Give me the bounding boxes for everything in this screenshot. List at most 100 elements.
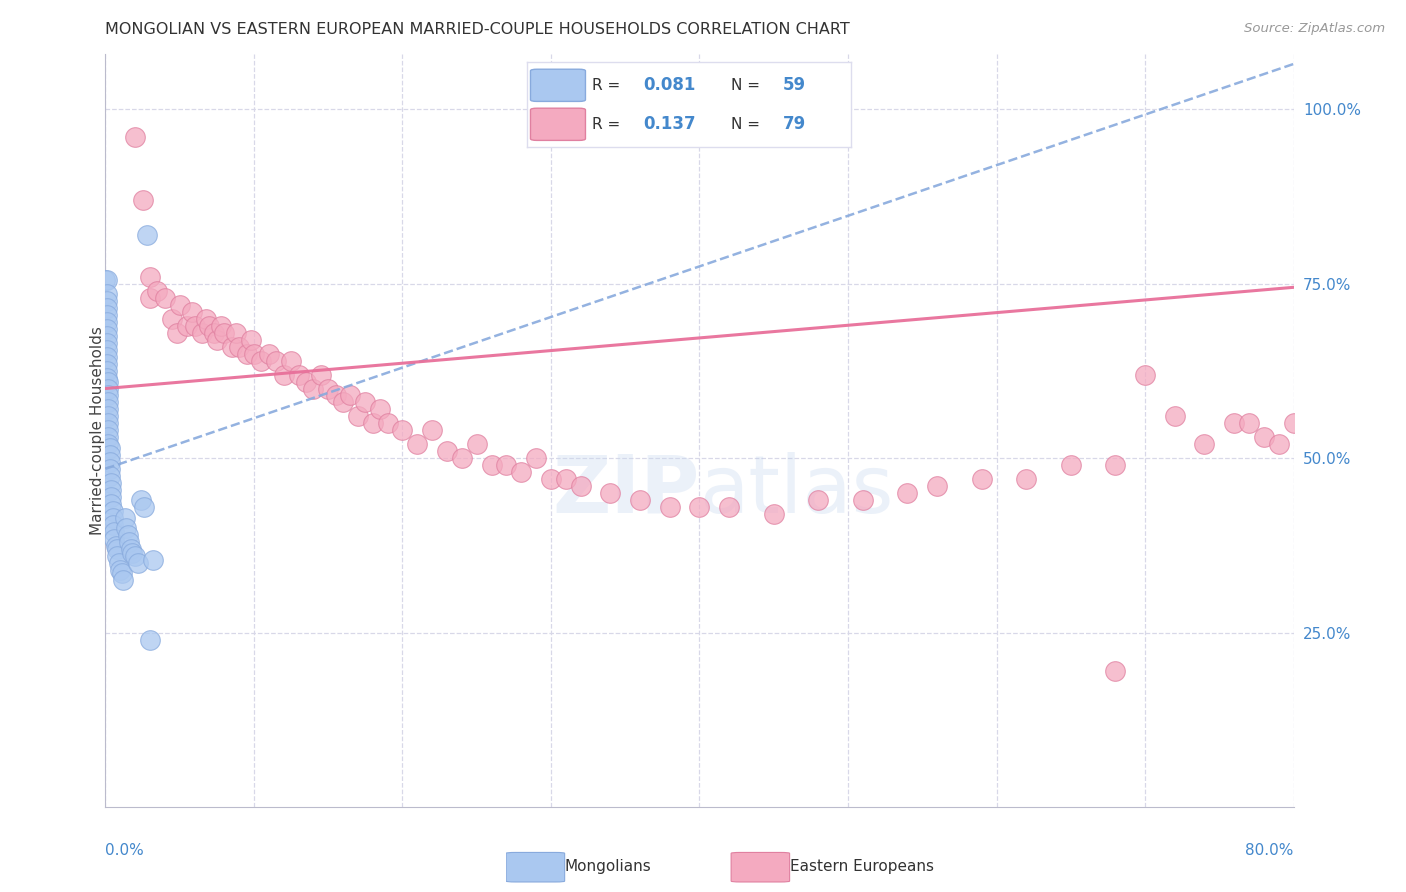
Point bbox=[273, 368, 295, 382]
Point bbox=[153, 291, 176, 305]
Point bbox=[97, 395, 120, 409]
Point bbox=[325, 388, 347, 402]
Point bbox=[316, 382, 339, 396]
Point bbox=[302, 382, 325, 396]
Point bbox=[142, 552, 165, 566]
Point bbox=[689, 500, 711, 515]
FancyBboxPatch shape bbox=[530, 70, 585, 102]
Point bbox=[98, 462, 121, 476]
Point bbox=[524, 451, 547, 466]
FancyBboxPatch shape bbox=[530, 108, 585, 140]
Point bbox=[198, 318, 221, 333]
Point bbox=[146, 284, 169, 298]
Point bbox=[94, 273, 117, 287]
Point bbox=[347, 409, 370, 424]
Point bbox=[1253, 430, 1275, 444]
Point bbox=[1060, 458, 1083, 473]
Point bbox=[97, 388, 120, 402]
Point bbox=[139, 632, 162, 647]
Text: N =: N = bbox=[731, 78, 761, 93]
Point bbox=[96, 329, 118, 343]
Point bbox=[100, 483, 122, 497]
Point bbox=[162, 311, 184, 326]
Point bbox=[97, 409, 120, 424]
Point bbox=[295, 375, 318, 389]
Point bbox=[97, 424, 120, 438]
Point bbox=[1223, 417, 1246, 431]
Point bbox=[97, 417, 120, 431]
Point bbox=[96, 371, 118, 385]
Point bbox=[540, 472, 562, 486]
Point bbox=[97, 382, 120, 396]
Text: 59: 59 bbox=[783, 77, 806, 95]
Point bbox=[510, 465, 533, 479]
Point bbox=[96, 287, 118, 301]
Point bbox=[195, 311, 218, 326]
Point bbox=[96, 364, 118, 378]
Point bbox=[132, 500, 155, 515]
Point bbox=[191, 326, 214, 340]
Point bbox=[228, 340, 250, 354]
Point bbox=[658, 500, 681, 515]
Point bbox=[96, 336, 118, 351]
Text: Source: ZipAtlas.com: Source: ZipAtlas.com bbox=[1244, 22, 1385, 36]
Point bbox=[970, 472, 993, 486]
Point bbox=[115, 521, 138, 535]
Point bbox=[554, 472, 576, 486]
Point bbox=[361, 417, 384, 431]
Point bbox=[104, 539, 127, 553]
Point bbox=[101, 517, 124, 532]
Point bbox=[96, 308, 118, 322]
Point bbox=[96, 301, 118, 316]
Point bbox=[465, 437, 488, 451]
Point bbox=[264, 353, 287, 368]
Text: R =: R = bbox=[592, 78, 620, 93]
Point bbox=[368, 402, 391, 417]
Text: 0.081: 0.081 bbox=[644, 77, 696, 95]
Point bbox=[166, 326, 188, 340]
Point bbox=[96, 273, 118, 287]
Point bbox=[202, 326, 225, 340]
Point bbox=[100, 497, 122, 511]
Point bbox=[257, 346, 280, 360]
Point bbox=[209, 318, 232, 333]
Point bbox=[332, 395, 354, 409]
Point bbox=[406, 437, 429, 451]
Point bbox=[180, 304, 202, 318]
Point bbox=[852, 493, 875, 508]
Point bbox=[205, 333, 228, 347]
Point bbox=[97, 437, 120, 451]
Point bbox=[136, 227, 159, 242]
Point bbox=[139, 291, 162, 305]
Point bbox=[96, 357, 118, 371]
Point bbox=[108, 556, 131, 570]
Point bbox=[105, 549, 128, 563]
Point bbox=[127, 556, 149, 570]
Point bbox=[1133, 368, 1156, 382]
Text: 0.0%: 0.0% bbox=[105, 843, 145, 858]
Point bbox=[927, 479, 949, 493]
Point bbox=[1164, 409, 1187, 424]
Point bbox=[339, 388, 361, 402]
Point bbox=[124, 130, 146, 145]
Point bbox=[97, 402, 120, 417]
Point bbox=[221, 340, 243, 354]
Point bbox=[287, 368, 309, 382]
Text: N =: N = bbox=[731, 117, 761, 132]
Point bbox=[121, 545, 143, 559]
Point bbox=[495, 458, 517, 473]
Point bbox=[1015, 472, 1038, 486]
Point bbox=[391, 424, 413, 438]
Point bbox=[120, 542, 142, 557]
Point bbox=[98, 455, 121, 469]
Point bbox=[131, 193, 153, 207]
Point bbox=[112, 574, 135, 588]
Point bbox=[100, 490, 122, 504]
Text: 79: 79 bbox=[783, 115, 806, 133]
Point bbox=[354, 395, 377, 409]
Y-axis label: Married-couple Households: Married-couple Households bbox=[90, 326, 104, 535]
Point bbox=[100, 475, 122, 490]
Point bbox=[169, 298, 191, 312]
Text: Mongolians: Mongolians bbox=[565, 859, 651, 873]
Point bbox=[436, 444, 458, 458]
